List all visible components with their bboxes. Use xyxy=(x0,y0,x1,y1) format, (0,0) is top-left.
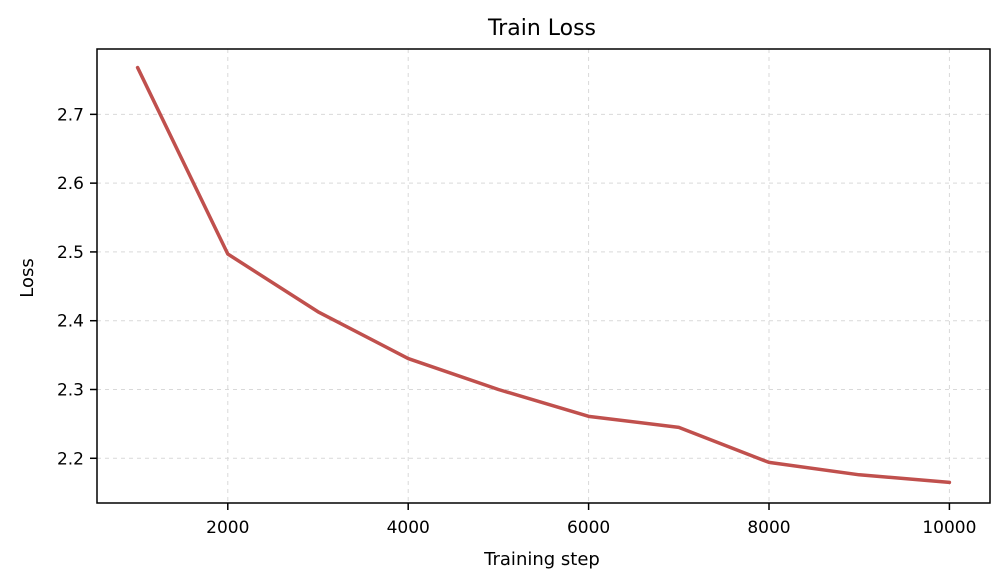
x-tick-label: 4000 xyxy=(387,518,430,538)
chart-title: Train Loss xyxy=(487,16,596,41)
series-layer xyxy=(135,65,952,485)
loss-series-line xyxy=(135,65,952,485)
y-tick-label: 2.6 xyxy=(57,174,84,194)
x-tick-label: 2000 xyxy=(206,518,249,538)
y-tick-label: 2.7 xyxy=(57,105,84,125)
x-axis-label: Training step xyxy=(483,549,600,570)
x-tick-label: 10000 xyxy=(922,518,976,538)
grid-layer xyxy=(97,49,990,503)
y-tick-label: 2.4 xyxy=(57,312,84,332)
y-tick-label: 2.3 xyxy=(57,381,84,401)
y-axis-label: Loss xyxy=(17,258,38,297)
tick-layer: 2000 4000 6000 8000 10000 2.2 2.3 2.4 2.5 2.6 2.7 xyxy=(57,105,977,538)
y-tick-label: 2.2 xyxy=(57,449,84,469)
plot-frame xyxy=(96,48,991,504)
x-tick-label: 8000 xyxy=(747,518,790,538)
x-tick-label: 6000 xyxy=(567,518,610,538)
y-tick-label: 2.5 xyxy=(57,243,84,263)
